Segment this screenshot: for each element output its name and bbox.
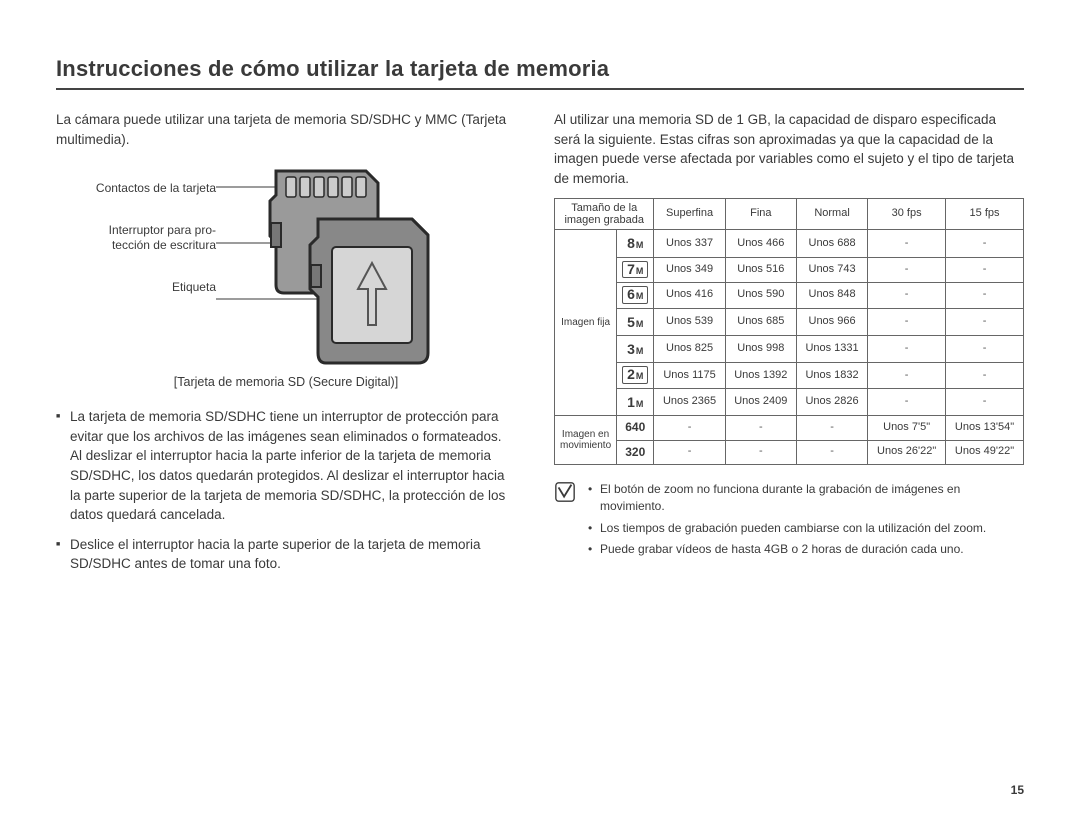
cell: - <box>946 388 1024 415</box>
size-icon: 1M <box>617 388 654 415</box>
th-fine: Fina <box>725 199 796 230</box>
cell: Unos 590 <box>725 283 796 308</box>
note-item: Los tiempos de grabación pueden cambiars… <box>588 520 1024 537</box>
diagram-labels: Contactos de la tarjeta Interruptor para… <box>56 181 216 321</box>
cell: Unos 7'5" <box>868 416 946 440</box>
sd-card-diagram: Contactos de la tarjeta Interruptor para… <box>56 157 516 367</box>
th-30fps: 30 fps <box>868 199 946 230</box>
cell: - <box>946 308 1024 335</box>
th-superfine: Superfina <box>654 199 725 230</box>
cell: Unos 416 <box>654 283 725 308</box>
cell: - <box>796 416 867 440</box>
cell: Unos 49'22" <box>946 440 1024 464</box>
cell: Unos 743 <box>796 257 867 282</box>
cell: Unos 685 <box>725 308 796 335</box>
cell: - <box>946 230 1024 257</box>
sd-card-icon <box>216 157 446 367</box>
cell: - <box>946 257 1024 282</box>
size-label: 320 <box>617 440 654 464</box>
size-icon: 7M <box>617 257 654 282</box>
label-switch: Interruptor para pro- tección de escritu… <box>56 223 216 254</box>
cell: - <box>868 257 946 282</box>
cell: Unos 337 <box>654 230 725 257</box>
cell: Unos 466 <box>725 230 796 257</box>
cell: - <box>868 363 946 388</box>
cell: Unos 516 <box>725 257 796 282</box>
cell: - <box>868 388 946 415</box>
rowgroup-still: Imagen fija <box>555 230 617 416</box>
cell: Unos 2365 <box>654 388 725 415</box>
cell: Unos 1392 <box>725 363 796 388</box>
cell: Unos 13'54" <box>946 416 1024 440</box>
cell: Unos 26'22" <box>868 440 946 464</box>
cell: Unos 825 <box>654 336 725 363</box>
page-number: 15 <box>1011 783 1024 797</box>
bullet-item: La tarjeta de memoria SD/SDHC tiene un i… <box>56 407 516 524</box>
two-column-layout: La cámara puede utilizar una tarjeta de … <box>56 110 1024 584</box>
size-icon: 6M <box>617 283 654 308</box>
size-icon: 3M <box>617 336 654 363</box>
intro-left: La cámara puede utilizar una tarjeta de … <box>56 110 516 149</box>
cell: Unos 1175 <box>654 363 725 388</box>
cell: Unos 966 <box>796 308 867 335</box>
th-normal: Normal <box>796 199 867 230</box>
note-item: El botón de zoom no funciona durante la … <box>588 481 1024 516</box>
cell: - <box>946 336 1024 363</box>
cell: - <box>654 416 725 440</box>
cell: - <box>725 416 796 440</box>
cell: Unos 349 <box>654 257 725 282</box>
cell: - <box>946 283 1024 308</box>
cell: - <box>868 283 946 308</box>
cell: - <box>868 230 946 257</box>
right-column: Al utilizar una memoria SD de 1 GB, la c… <box>554 110 1024 584</box>
cell: Unos 539 <box>654 308 725 335</box>
size-icon: 8M <box>617 230 654 257</box>
size-label: 640 <box>617 416 654 440</box>
rowgroup-movie: Imagen en movimiento <box>555 416 617 465</box>
cell: - <box>868 336 946 363</box>
left-bullet-list: La tarjeta de memoria SD/SDHC tiene un i… <box>56 407 516 574</box>
note-icon <box>554 481 578 563</box>
cell: - <box>946 363 1024 388</box>
th-size: Tamaño de la imagen grabada <box>555 199 654 230</box>
cell: - <box>654 440 725 464</box>
cell: - <box>796 440 867 464</box>
label-contacts: Contactos de la tarjeta <box>56 181 216 197</box>
cell: Unos 1331 <box>796 336 867 363</box>
cell: Unos 2409 <box>725 388 796 415</box>
cell: Unos 2826 <box>796 388 867 415</box>
cell: Unos 848 <box>796 283 867 308</box>
note-list: El botón de zoom no funciona durante la … <box>588 481 1024 563</box>
cell: - <box>868 308 946 335</box>
note-block: El botón de zoom no funciona durante la … <box>554 481 1024 563</box>
size-icon: 2M <box>617 363 654 388</box>
diagram-caption: [Tarjeta de memoria SD (Secure Digital)] <box>56 373 516 391</box>
size-icon: 5M <box>617 308 654 335</box>
cell: Unos 998 <box>725 336 796 363</box>
label-label: Etiqueta <box>56 280 216 296</box>
cell: - <box>725 440 796 464</box>
capacity-table: Tamaño de la imagen grabada Superfina Fi… <box>554 198 1024 465</box>
th-15fps: 15 fps <box>946 199 1024 230</box>
cell: Unos 688 <box>796 230 867 257</box>
left-column: La cámara puede utilizar una tarjeta de … <box>56 110 516 584</box>
bullet-item: Deslice el interruptor hacia la parte su… <box>56 535 516 574</box>
page-title: Instrucciones de cómo utilizar la tarjet… <box>56 56 1024 90</box>
note-item: Puede grabar vídeos de hasta 4GB o 2 hor… <box>588 541 1024 558</box>
intro-right: Al utilizar una memoria SD de 1 GB, la c… <box>554 110 1024 188</box>
cell: Unos 1832 <box>796 363 867 388</box>
